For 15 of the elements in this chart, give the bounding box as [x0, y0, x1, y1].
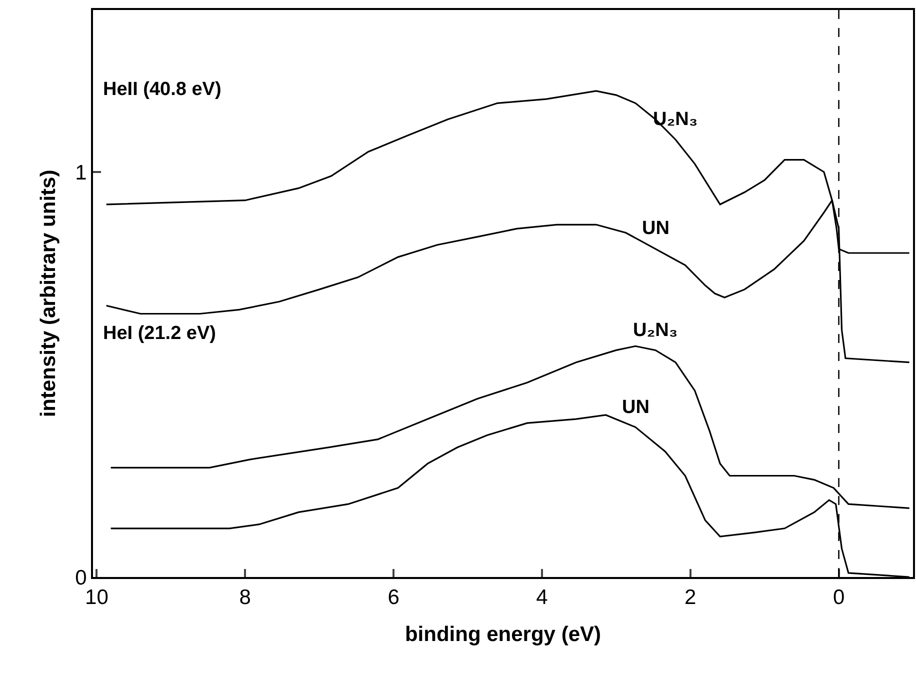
x-tick-label: 4 — [536, 586, 548, 610]
y-axis-title: intensity (arbitrary units) — [36, 170, 60, 418]
x-tick-label: 0 — [832, 586, 845, 610]
y-tick-label: 1 — [75, 161, 87, 184]
x-tick-label: 2 — [684, 586, 696, 610]
x-axis-title: binding energy (eV) — [404, 622, 602, 646]
annotation: HeI (21.2 eV) — [103, 323, 216, 344]
annotation: HeII (40.8 eV) — [103, 79, 222, 100]
series-label: U₂N₃ — [633, 320, 678, 341]
x-tick-label: 8 — [239, 586, 251, 610]
series-label: UN — [622, 397, 650, 418]
series-label: UN — [642, 218, 670, 239]
x-tick-label: 6 — [388, 586, 400, 610]
x-tick-label: 10 — [85, 586, 108, 610]
series-label: U₂N₃ — [653, 109, 698, 130]
